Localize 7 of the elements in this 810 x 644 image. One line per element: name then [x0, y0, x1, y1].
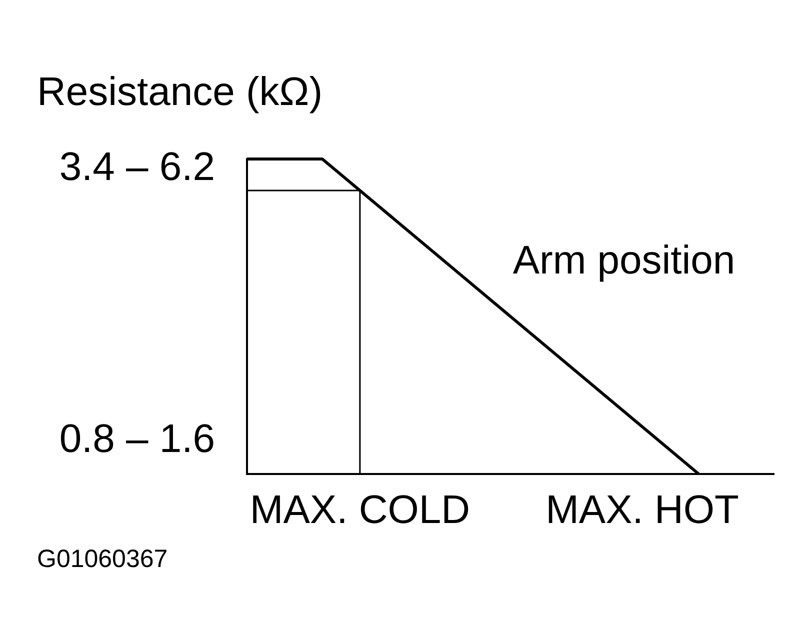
y-axis-title: Resistance (kΩ)	[37, 70, 323, 114]
text: 0.8 – 1.6	[59, 417, 215, 462]
text: 3.4 – 6.2	[59, 145, 215, 190]
series-label: Arm position	[512, 238, 736, 283]
text: G01060367	[37, 545, 168, 573]
x-tick-label: MAX. COLD	[250, 488, 470, 532]
x-tick-label: MAX. HOT	[546, 488, 739, 532]
